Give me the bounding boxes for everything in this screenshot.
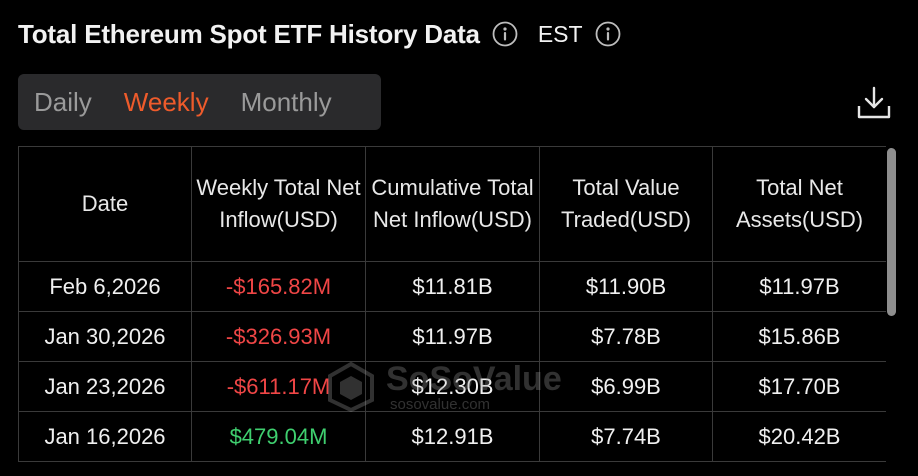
table-scrollbar[interactable] <box>886 146 898 464</box>
table-row: Jan 30,2026 -$326.93M $11.97B $7.78B $15… <box>18 311 886 362</box>
cell-net-assets: $17.70B <box>712 361 886 412</box>
cell-net-assets: $20.42B <box>712 411 886 462</box>
download-button[interactable] <box>855 84 893 122</box>
cell-date: Jan 16,2026 <box>18 411 192 462</box>
table-header-row: Date Weekly Total Net Inflow(USD) Cumula… <box>18 146 886 262</box>
cell-date: Feb 6,2026 <box>18 261 192 312</box>
cell-cumulative-inflow: $11.97B <box>365 311 540 362</box>
column-header-cumulative-inflow: Cumulative Total Net Inflow(USD) <box>365 146 540 262</box>
history-table-container: Date Weekly Total Net Inflow(USD) Cumula… <box>18 146 886 476</box>
column-header-weekly-inflow: Weekly Total Net Inflow(USD) <box>191 146 366 262</box>
tab-daily[interactable]: Daily <box>34 86 92 117</box>
cell-cumulative-inflow: $11.81B <box>365 261 540 312</box>
cell-weekly-inflow: -$611.17M <box>191 361 366 412</box>
tab-monthly[interactable]: Monthly <box>240 86 332 117</box>
column-header-net-assets: Total Net Assets(USD) <box>712 146 886 262</box>
cell-value-traded: $11.90B <box>539 261 713 312</box>
timezone-info-icon[interactable] <box>595 21 621 47</box>
cell-value-traded: $7.78B <box>539 311 713 362</box>
cell-value-traded: $6.99B <box>539 361 713 412</box>
table-row: Jan 23,2026 -$611.17M $12.30B $6.99B $17… <box>18 361 886 412</box>
cell-date: Jan 30,2026 <box>18 311 192 362</box>
tab-weekly[interactable]: Weekly <box>123 86 209 117</box>
table-row: Jan 16,2026 $479.04M $12.91B $7.74B $20.… <box>18 411 886 462</box>
cell-weekly-inflow: -$165.82M <box>191 261 366 312</box>
cell-net-assets: $11.97B <box>712 261 886 312</box>
column-header-value-traded: Total Value Traded(USD) <box>539 146 713 262</box>
cell-weekly-inflow: $479.04M <box>191 411 366 462</box>
scrollbar-thumb[interactable] <box>887 148 896 316</box>
cell-cumulative-inflow: $12.30B <box>365 361 540 412</box>
cell-cumulative-inflow: $12.91B <box>365 411 540 462</box>
page-title: Total Ethereum Spot ETF History Data <box>18 18 480 49</box>
column-header-date: Date <box>18 146 192 262</box>
cell-net-assets: $15.86B <box>712 311 886 362</box>
header: Total Ethereum Spot ETF History Data EST <box>18 14 621 54</box>
history-table: Date Weekly Total Net Inflow(USD) Cumula… <box>18 146 886 462</box>
table-row: Feb 6,2026 -$165.82M $11.81B $11.90B $11… <box>18 261 886 312</box>
cell-value-traded: $7.74B <box>539 411 713 462</box>
period-tabs: Daily Weekly Monthly <box>18 74 381 130</box>
cell-date: Jan 23,2026 <box>18 361 192 412</box>
info-icon[interactable] <box>492 21 518 47</box>
timezone-label: EST <box>537 20 583 47</box>
cell-weekly-inflow: -$326.93M <box>191 311 366 362</box>
download-icon <box>857 86 891 119</box>
